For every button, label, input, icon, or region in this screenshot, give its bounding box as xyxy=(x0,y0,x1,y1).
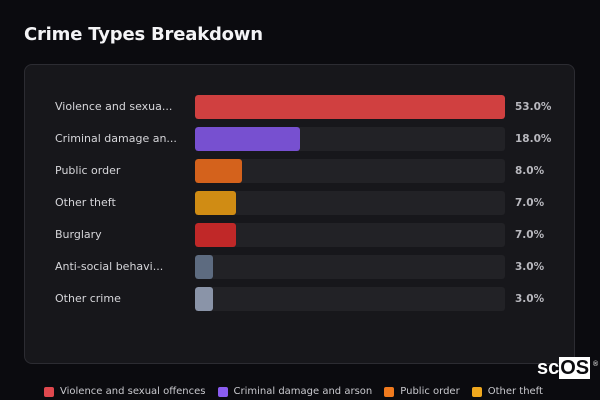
registered-mark: ® xyxy=(592,361,599,368)
bar-row: Burglary 7.0% xyxy=(25,223,574,247)
bar-row: Other crime 3.0% xyxy=(25,287,574,311)
bar-fill[interactable] xyxy=(195,159,242,183)
bar-track xyxy=(195,191,505,215)
logo-sc: sc xyxy=(537,357,560,379)
bar-fill[interactable] xyxy=(195,223,236,247)
legend-label: Public order xyxy=(400,386,460,397)
scos-logo: scOS ® xyxy=(537,357,598,379)
bar-fill[interactable] xyxy=(195,191,236,215)
bar-track xyxy=(195,127,505,151)
bar-value: 8.0% xyxy=(515,165,545,177)
bar-row: Anti-social behavi... 3.0% xyxy=(25,255,574,279)
bar-label: Other theft xyxy=(55,196,116,209)
legend-item[interactable]: Public order xyxy=(384,386,460,397)
bar-label: Burglary xyxy=(55,228,102,241)
bar-track xyxy=(195,159,505,183)
bar-fill[interactable] xyxy=(195,95,505,119)
chart-panel: Violence and sexua... 53.0% Criminal damag… xyxy=(24,64,575,364)
legend-item[interactable]: Other theft xyxy=(471,386,543,397)
legend-item[interactable]: Criminal damage and arson xyxy=(217,386,373,397)
bar-row: Other theft 7.0% xyxy=(25,191,574,215)
bar-fill[interactable] xyxy=(195,127,301,151)
bar-row: Public order 8.0% xyxy=(25,159,574,183)
bar-value: 53.0% xyxy=(515,101,552,113)
logo-os: OS xyxy=(559,357,591,379)
bar-track xyxy=(195,255,505,279)
legend-swatch xyxy=(217,386,228,397)
bar-label: Other crime xyxy=(55,292,121,305)
bar-track xyxy=(195,95,505,119)
bar-label: Anti-social behavi... xyxy=(55,260,164,273)
bar-track xyxy=(195,287,505,311)
bar-label: Violence and sexua... xyxy=(55,100,173,113)
bar-value: 18.0% xyxy=(515,133,552,145)
legend-swatch xyxy=(471,386,482,397)
legend-item[interactable]: Violence and sexual offences xyxy=(44,386,206,397)
bar-value: 7.0% xyxy=(515,229,545,241)
bar-row: Criminal damage an... 18.0% xyxy=(25,127,574,151)
chart-title: Crime Types Breakdown xyxy=(24,24,263,45)
bar-fill[interactable] xyxy=(195,255,213,279)
bar-label: Criminal damage an... xyxy=(55,132,177,145)
chart-legend: Violence and sexual offences Criminal dam… xyxy=(44,386,543,397)
bar-row: Violence and sexua... 53.0% xyxy=(25,95,574,119)
bar-track xyxy=(195,223,505,247)
bar-value: 7.0% xyxy=(515,197,545,209)
bar-value: 3.0% xyxy=(515,293,545,305)
legend-label: Violence and sexual offences xyxy=(60,386,206,397)
bar-label: Public order xyxy=(55,164,121,177)
legend-swatch xyxy=(44,386,54,397)
legend-label: Other theft xyxy=(487,386,543,397)
legend-swatch xyxy=(384,386,395,397)
legend-label: Criminal damage and arson xyxy=(233,386,373,397)
bar-value: 3.0% xyxy=(515,261,545,273)
bar-fill[interactable] xyxy=(195,287,213,311)
